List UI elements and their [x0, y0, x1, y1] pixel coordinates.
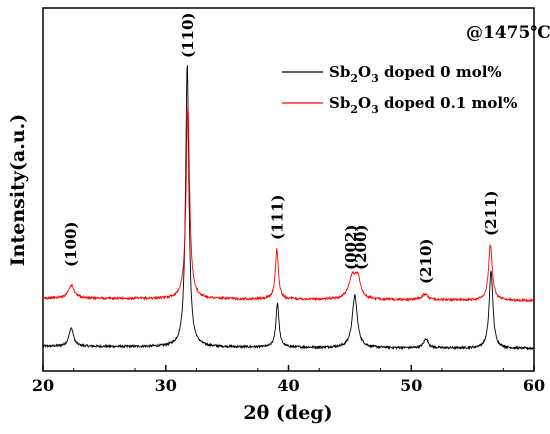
- x-tick-label: 60: [523, 376, 545, 395]
- peak-label: (200): [352, 224, 370, 270]
- legend: Sb2O3 doped 0 mol% Sb2O3 doped 0.1 mol%: [282, 63, 517, 116]
- x-tick-label: 50: [400, 376, 422, 395]
- peak-label: (002): [342, 224, 360, 270]
- series-line-1: [42, 106, 535, 303]
- series-line-0: [42, 65, 535, 351]
- x-axis-title: 2θ (deg): [243, 402, 332, 424]
- x-tick-label: 30: [155, 376, 177, 395]
- x-ticks: 20 30 40 50 60: [32, 365, 545, 395]
- x-tick-label: 40: [277, 376, 299, 395]
- peak-label: (111): [269, 194, 287, 240]
- peak-labels: (100) (110) (111) (002)(200) (210) (211): [62, 12, 500, 284]
- series-layer: [42, 65, 535, 351]
- legend-label: Sb2O3 doped 0.1 mol%: [329, 94, 517, 116]
- x-tick-label: 20: [32, 376, 54, 395]
- y-axis-title: Intensity(a.u.): [7, 114, 29, 266]
- peak-label: (211): [482, 190, 500, 236]
- peak-label: (100): [62, 221, 80, 267]
- temperature-annotation: @1475℃: [466, 23, 550, 43]
- peak-label: (210): [417, 238, 435, 284]
- legend-label: Sb2O3 doped 0 mol%: [329, 63, 502, 85]
- peak-label: (110): [179, 12, 197, 58]
